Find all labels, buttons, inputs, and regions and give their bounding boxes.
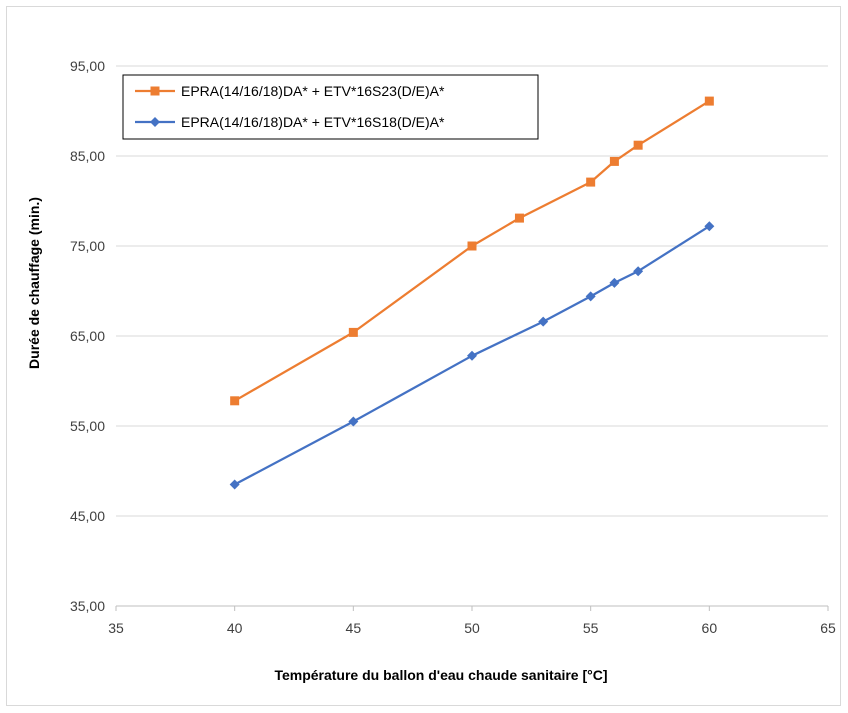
y-tick-label: 95,00 [70, 58, 105, 74]
legend-entry: EPRA(14/16/18)DA* + ETV*16S23(D/E)A* [135, 83, 445, 99]
legend-entry: EPRA(14/16/18)DA* + ETV*16S18(D/E)A* [135, 114, 445, 130]
data-point [633, 266, 644, 277]
legend-label: EPRA(14/16/18)DA* + ETV*16S23(D/E)A* [181, 83, 445, 99]
legend-swatch-marker [150, 117, 160, 127]
data-point [633, 140, 643, 150]
data-point [229, 479, 240, 490]
x-tick-label: 45 [346, 620, 362, 636]
data-point [514, 213, 524, 223]
series-line [234, 225, 710, 486]
data-point [704, 96, 714, 106]
x-tick-label: 60 [702, 620, 718, 636]
legend: EPRA(14/16/18)DA* + ETV*16S23(D/E)A* EPRA… [122, 74, 539, 140]
series-1 [230, 96, 714, 406]
y-tick-label: 45,00 [70, 508, 105, 524]
gridlines [116, 65, 828, 607]
y-tick-label: 75,00 [70, 238, 105, 254]
y-tick-label: 65,00 [70, 328, 105, 344]
series [229, 96, 715, 490]
series-2 [229, 221, 715, 490]
legend-label: EPRA(14/16/18)DA* + ETV*16S18(D/E)A* [181, 114, 445, 130]
axes: 35,00 45,00 55,00 65,00 75,00 85,00 95,00 35 40 4… [70, 58, 836, 636]
x-tick-label: 55 [583, 620, 599, 636]
x-tick-label: 35 [108, 620, 124, 636]
data-point [585, 291, 596, 302]
data-point [467, 350, 477, 361]
data-point [609, 156, 619, 166]
x-tick-label: 50 [464, 620, 480, 636]
data-point [348, 327, 358, 337]
chart-area: 35,00 45,00 55,00 65,00 75,00 85,00 95,00 35 40 4… [6, 6, 841, 706]
data-point [538, 316, 549, 327]
legend-box [122, 74, 539, 140]
x-axis-title: Température du ballon d'eau chaude sanit… [274, 667, 607, 683]
y-tick-label: 85,00 [70, 148, 105, 164]
data-point [609, 277, 620, 288]
data-point [704, 221, 715, 232]
line-chart: 35,00 45,00 55,00 65,00 75,00 85,00 95,00 35 40 4… [26, 58, 836, 683]
x-tick-label: 40 [227, 620, 243, 636]
data-point [467, 241, 477, 251]
legend-swatch-marker [150, 86, 160, 96]
x-tick-label: 65 [820, 620, 836, 636]
data-point [230, 396, 240, 406]
y-tick-label: 55,00 [70, 418, 105, 434]
data-point [586, 177, 596, 187]
data-point [348, 416, 359, 427]
y-tick-label: 35,00 [70, 598, 105, 614]
y-axis-title: Durée de chauffage (min.) [26, 197, 42, 369]
